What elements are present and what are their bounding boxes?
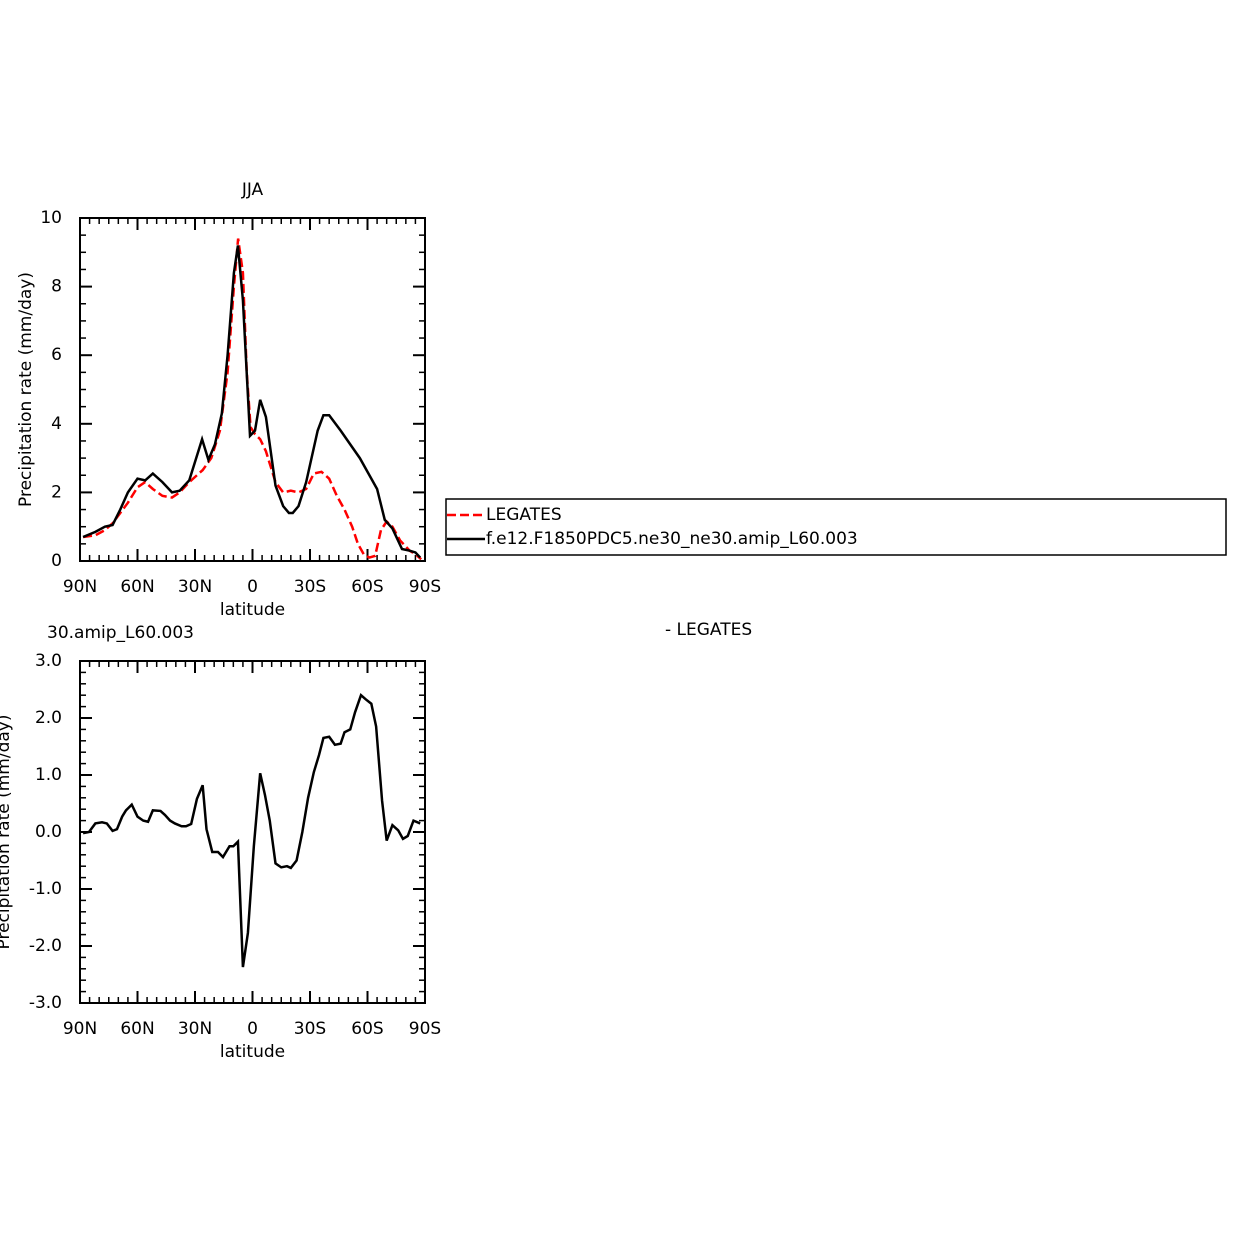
legend-label: f.e12.F1850PDC5.ne30_ne30.amip_L60.003 bbox=[486, 529, 858, 549]
x-tick-label: 60N bbox=[120, 1019, 154, 1039]
x-tick-label: 30N bbox=[178, 1019, 212, 1039]
x-tick-label: 0 bbox=[247, 577, 258, 597]
data-line bbox=[82, 693, 421, 968]
data-line bbox=[82, 238, 423, 561]
x-tick-label: 0 bbox=[247, 1019, 258, 1039]
y-tick-label: 3.0 bbox=[35, 651, 62, 671]
y-tick-label: -1.0 bbox=[29, 879, 62, 899]
data-line bbox=[82, 245, 422, 559]
y-tick-label: 1.0 bbox=[35, 765, 62, 785]
x-tick-label: 30N bbox=[178, 577, 212, 597]
y-tick-label: 6 bbox=[51, 345, 62, 365]
x-tick-label: 90N bbox=[63, 577, 97, 597]
x-tick-label: 90N bbox=[63, 1019, 97, 1039]
y-axis-label: Precipitation rate (mm/day) bbox=[16, 272, 36, 507]
legend-box bbox=[445, 498, 1227, 556]
y-tick-label: 8 bbox=[51, 277, 62, 297]
y-tick-label: -3.0 bbox=[29, 993, 62, 1013]
y-tick-label: 0.0 bbox=[35, 822, 62, 842]
y-tick-label: 2.0 bbox=[35, 708, 62, 728]
chart-title: JJA bbox=[241, 180, 264, 200]
y-tick-label: 2 bbox=[51, 482, 62, 502]
y-axis-label: Precipitation rate (mm/day) bbox=[0, 715, 14, 950]
y-tick-label: 10 bbox=[40, 208, 62, 228]
chart-subtitle: - LEGATES bbox=[665, 620, 752, 640]
y-tick-label: -2.0 bbox=[29, 936, 62, 956]
y-tick-label: 4 bbox=[51, 414, 62, 434]
y-tick-label: 0 bbox=[51, 551, 62, 571]
plot-frame bbox=[79, 217, 426, 562]
x-axis-label: latitude bbox=[220, 600, 285, 620]
x-tick-label: 60S bbox=[351, 577, 383, 597]
x-tick-label: 90S bbox=[409, 577, 441, 597]
legend-label: LEGATES bbox=[486, 505, 562, 525]
x-tick-label: 30S bbox=[294, 1019, 326, 1039]
x-axis-label: latitude bbox=[220, 1042, 285, 1062]
x-tick-label: 60N bbox=[120, 577, 154, 597]
x-tick-label: 90S bbox=[409, 1019, 441, 1039]
x-tick-label: 30S bbox=[294, 577, 326, 597]
x-tick-label: 60S bbox=[351, 1019, 383, 1039]
chart-title: 30.amip_L60.003 bbox=[47, 623, 194, 643]
